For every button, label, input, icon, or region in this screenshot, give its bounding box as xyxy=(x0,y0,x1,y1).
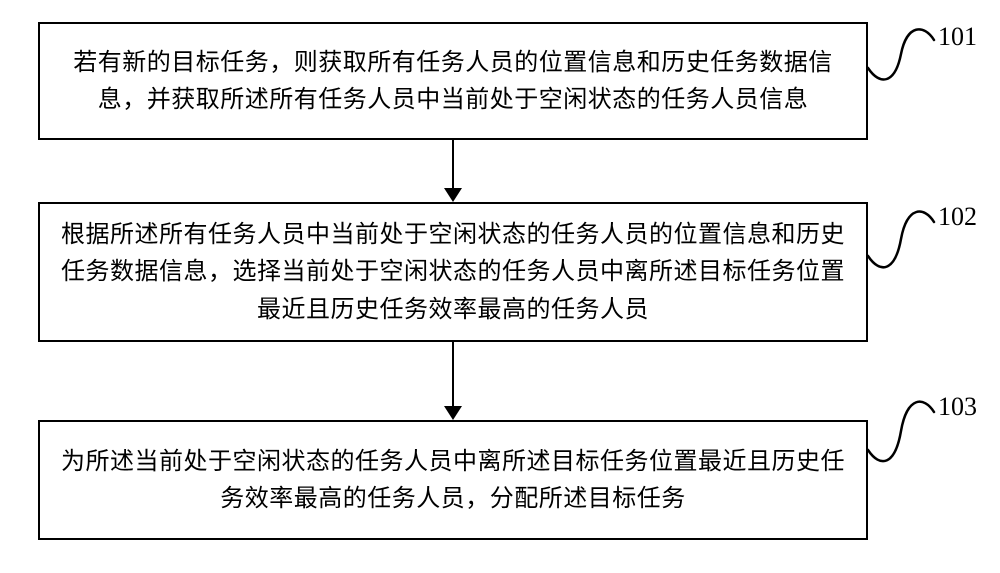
flow-edge-step-101-to-step-102 xyxy=(435,140,471,202)
flow-edge-step-102-to-step-103 xyxy=(435,342,471,420)
flow-node-step-101: 若有新的目标任务，则获取所有任务人员的位置信息和历史任务数据信息，并获取所述所有… xyxy=(38,22,868,140)
flow-node-step-103: 为所述当前处于空闲状态的任务人员中离所述目标任务位置最近且历史任务效率最高的任务… xyxy=(38,420,868,540)
flow-node-step-102: 根据所述所有任务人员中当前处于空闲状态的任务人员的位置信息和历史任务数据信息，选… xyxy=(38,202,868,342)
flow-node-text: 为所述当前处于空闲状态的任务人员中离所述目标任务位置最近且历史任务效率最高的任务… xyxy=(60,443,846,517)
flowchart-canvas: 若有新的目标任务，则获取所有任务人员的位置信息和历史任务数据信息，并获取所述所有… xyxy=(0,0,1000,573)
flow-node-text: 若有新的目标任务，则获取所有任务人员的位置信息和历史任务数据信息，并获取所述所有… xyxy=(60,44,846,118)
flow-node-text: 根据所述所有任务人员中当前处于空闲状态的任务人员的位置信息和历史任务数据信息，选… xyxy=(60,216,846,328)
